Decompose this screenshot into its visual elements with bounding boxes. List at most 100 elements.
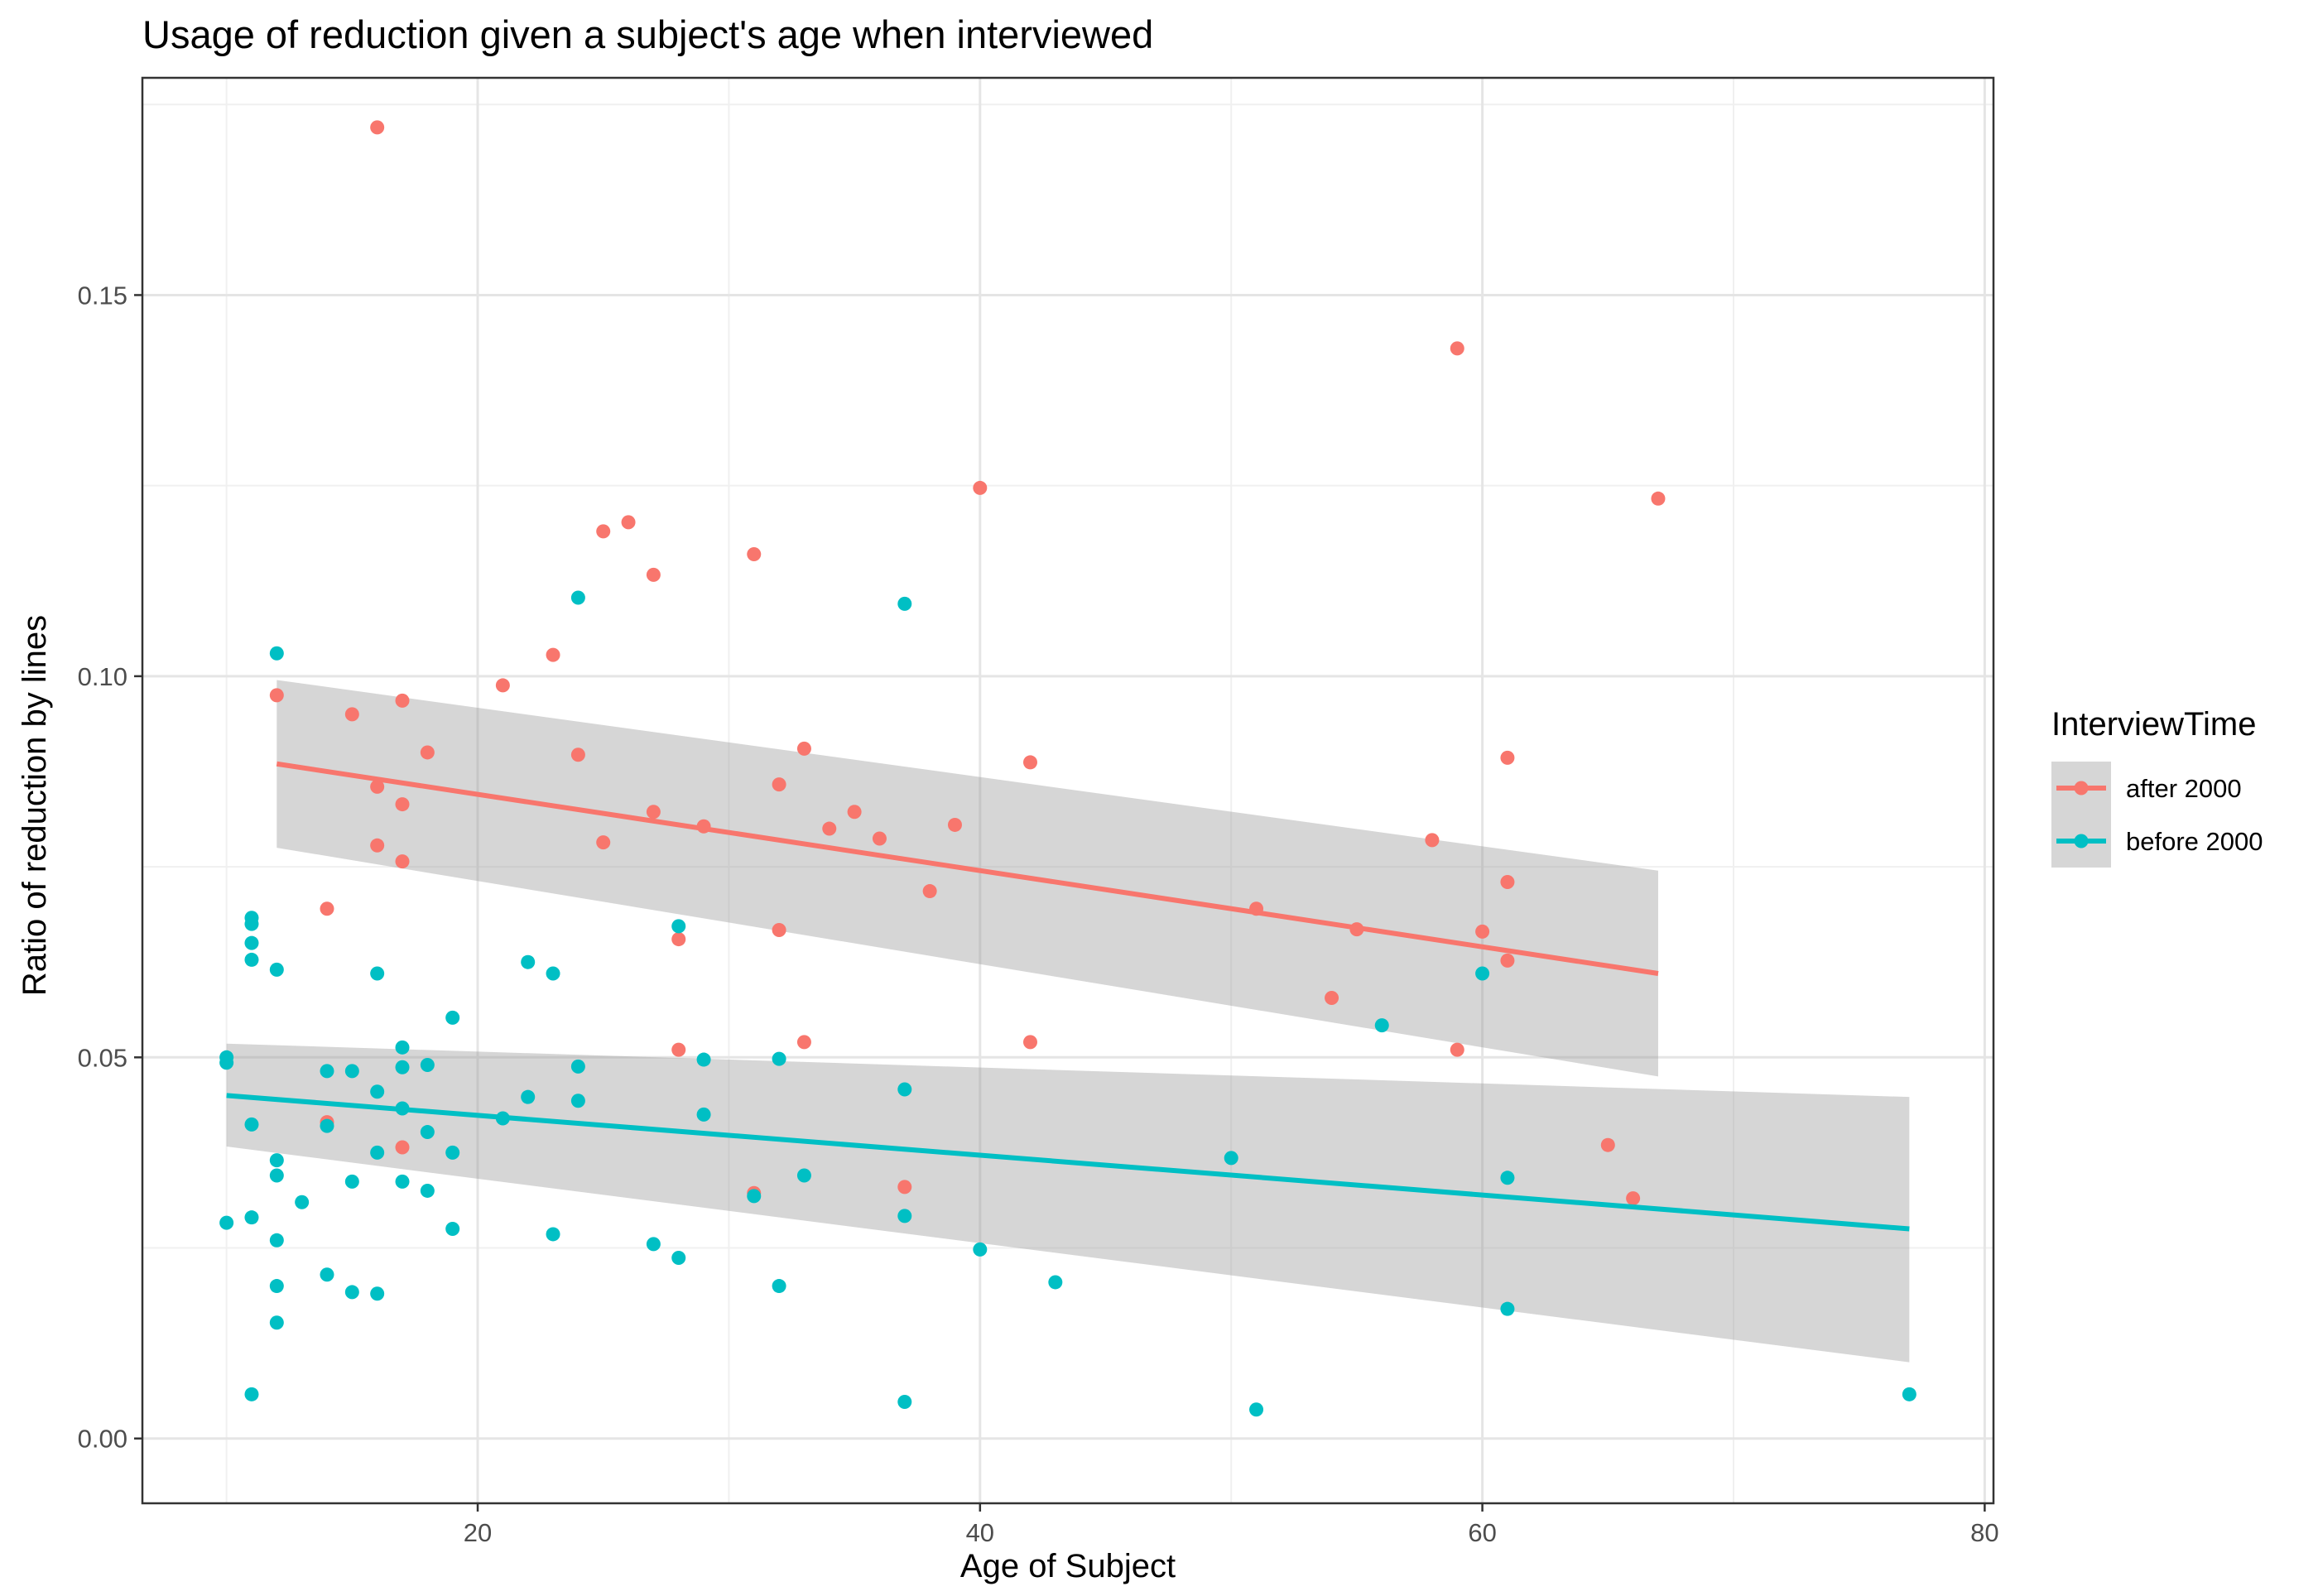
data-point xyxy=(546,647,560,662)
data-point xyxy=(922,884,937,899)
data-point xyxy=(244,952,259,967)
data-point xyxy=(947,817,962,832)
data-point xyxy=(1450,1042,1464,1057)
scatter-points xyxy=(219,120,1916,1417)
data-point xyxy=(269,1279,284,1294)
data-point xyxy=(1325,990,1339,1005)
y-tick-label: 0.10 xyxy=(78,662,127,691)
confidence-band xyxy=(226,1043,1910,1363)
data-point xyxy=(344,1064,359,1079)
data-point xyxy=(269,962,284,977)
data-point xyxy=(646,1237,661,1252)
confidence-bands xyxy=(226,680,1910,1363)
data-point xyxy=(747,1189,762,1204)
data-point xyxy=(596,524,611,539)
data-point xyxy=(1902,1387,1916,1401)
data-point xyxy=(1048,1275,1063,1290)
data-point xyxy=(1500,953,1515,968)
data-point xyxy=(570,748,585,762)
data-point xyxy=(370,966,385,981)
data-point xyxy=(395,1174,410,1189)
data-point xyxy=(1500,875,1515,890)
data-point xyxy=(1500,1301,1515,1316)
legend-label: after 2000 xyxy=(2126,774,2242,803)
data-point xyxy=(1022,755,1037,770)
data-point xyxy=(269,1315,284,1330)
data-point xyxy=(395,1140,410,1155)
data-point xyxy=(1626,1191,1641,1206)
data-point xyxy=(973,480,988,495)
data-point xyxy=(395,797,410,812)
data-point xyxy=(696,1052,711,1067)
data-point xyxy=(772,923,786,938)
data-point xyxy=(1500,1171,1515,1185)
legend-key-point xyxy=(2074,781,2089,796)
data-point xyxy=(621,515,636,530)
data-point xyxy=(772,777,786,792)
data-point xyxy=(344,1285,359,1300)
data-point xyxy=(269,1233,284,1247)
data-point xyxy=(570,1094,585,1108)
data-point xyxy=(370,1286,385,1301)
data-point xyxy=(1249,1402,1264,1417)
grid-lines xyxy=(142,78,1993,1503)
data-point xyxy=(1651,491,1666,506)
data-point xyxy=(646,805,661,820)
data-point xyxy=(646,567,661,582)
data-point xyxy=(772,1051,786,1066)
legend: InterviewTime after 2000 before 2000 xyxy=(2051,706,2263,868)
data-point xyxy=(671,919,686,934)
data-point xyxy=(269,1153,284,1168)
data-point xyxy=(244,1117,259,1132)
data-point xyxy=(370,779,385,794)
panel-border xyxy=(141,76,1995,1505)
trend-lines xyxy=(226,761,1910,1232)
data-point xyxy=(219,1055,234,1070)
data-point xyxy=(747,547,762,562)
data-point xyxy=(395,1040,410,1055)
data-point xyxy=(1450,341,1464,356)
data-point xyxy=(1475,966,1490,981)
data-point xyxy=(244,1387,259,1401)
data-point xyxy=(546,1227,560,1242)
data-point xyxy=(269,1168,284,1183)
data-point xyxy=(445,1010,460,1025)
data-point xyxy=(395,1060,410,1074)
trend-line xyxy=(226,1093,1910,1232)
data-point xyxy=(320,1267,334,1282)
data-point xyxy=(1022,1035,1037,1050)
data-point xyxy=(1475,924,1490,939)
data-point xyxy=(897,1209,912,1223)
data-point xyxy=(1425,833,1440,848)
legend-label: before 2000 xyxy=(2126,827,2263,856)
data-point xyxy=(320,1064,334,1079)
y-tick-label: 0.15 xyxy=(78,281,127,310)
y-tick-label: 0.05 xyxy=(78,1043,127,1072)
x-tick-label: 40 xyxy=(966,1518,994,1547)
confidence-band xyxy=(277,680,1658,1077)
data-point xyxy=(395,854,410,869)
data-point xyxy=(495,678,510,693)
data-point xyxy=(219,1215,234,1230)
data-point xyxy=(772,1279,786,1294)
data-point xyxy=(671,1042,686,1057)
legend-key-point xyxy=(2074,834,2089,848)
trend-line xyxy=(276,761,1659,976)
data-point xyxy=(1374,1018,1389,1033)
data-point xyxy=(796,1168,811,1183)
data-point xyxy=(344,707,359,722)
chart-title: Usage of reduction given a subject's age… xyxy=(142,12,1153,56)
data-point xyxy=(973,1242,988,1257)
data-point xyxy=(897,1395,912,1410)
data-point xyxy=(897,596,912,611)
data-point xyxy=(796,741,811,756)
plot-border xyxy=(141,76,1995,1505)
data-point xyxy=(872,831,887,846)
axes: 20 40 60 80 0.00 0.05 0.10 0.15 xyxy=(78,281,1999,1547)
data-point xyxy=(269,646,284,661)
data-point xyxy=(420,1183,435,1198)
data-point xyxy=(269,688,284,703)
data-point xyxy=(344,1174,359,1189)
data-point xyxy=(671,932,686,947)
